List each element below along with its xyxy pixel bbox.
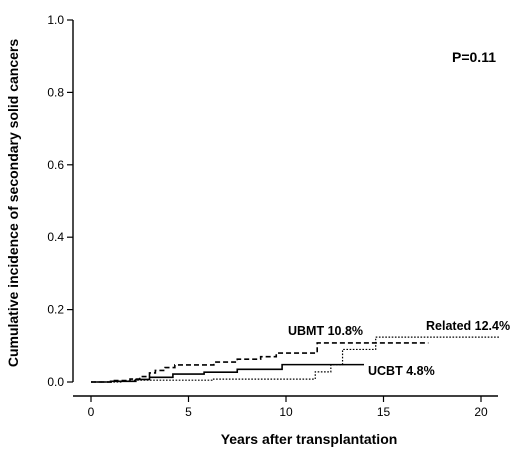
x-tick-label: 5 [185,405,192,419]
y-tick-label: 0.6 [47,158,64,172]
series-label-related: Related 12.4% [426,319,510,333]
series-line-1 [91,342,429,383]
y-tick-label: 1.0 [47,13,64,27]
x-axis-title: Years after transplantation [221,431,398,447]
series-label-ucbt: UCBT 4.8% [368,364,435,378]
x-tick-label: 0 [88,405,95,419]
p-value-label: P=0.11 [452,49,496,65]
y-axis: 0.0 0.2 0.4 0.6 0.8 1.0 [47,13,74,389]
x-tick-label: 20 [474,405,488,419]
series-label-ubmt: UBMT 10.8% [288,324,363,338]
series-layer [91,336,501,383]
y-axis-title: Cumulative incidence of secondary solid … [5,39,21,368]
y-tick-label: 0.8 [47,85,64,99]
series-line-3 [91,336,501,383]
y-tick-label: 0.2 [47,303,64,317]
x-tick-label: 15 [377,405,391,419]
x-tick-label: 10 [279,405,293,419]
x-axis: 0 5 10 15 20 [73,395,498,419]
y-tick-label: 0.4 [47,230,64,244]
y-tick-label: 0.0 [47,375,64,389]
